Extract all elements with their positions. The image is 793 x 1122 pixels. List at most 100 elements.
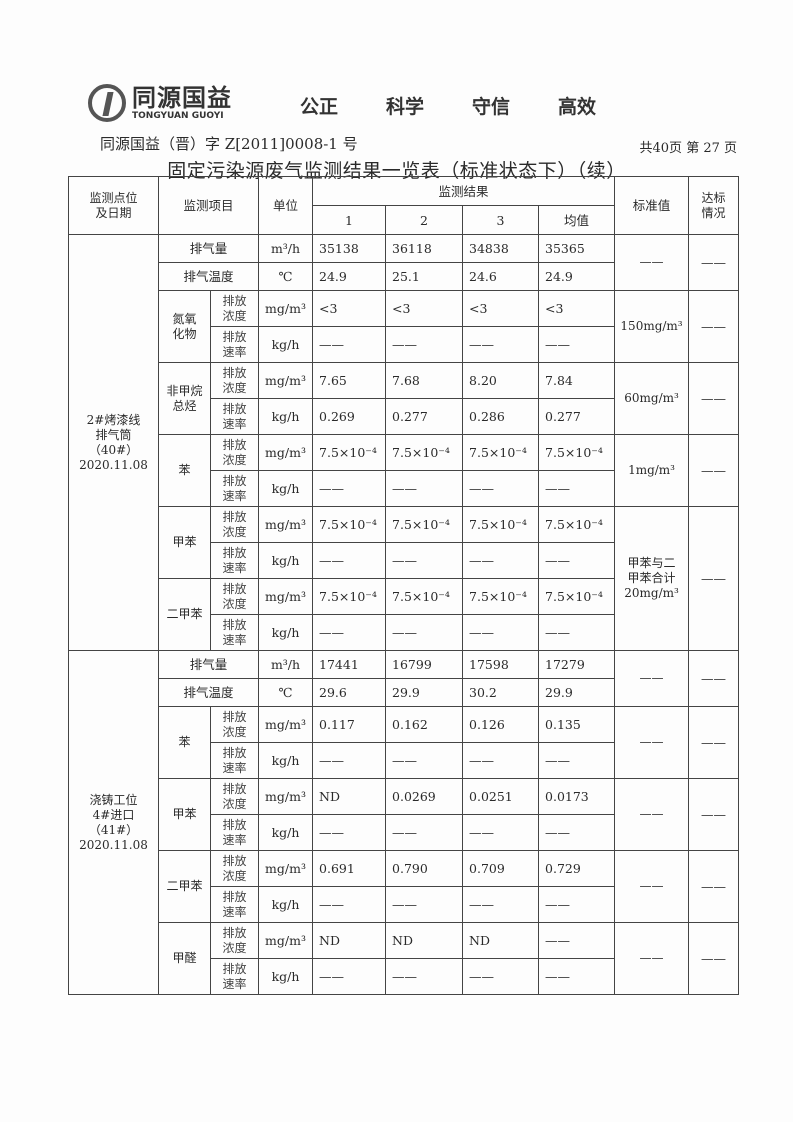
result-value: —— <box>538 814 616 851</box>
table-row: 排放 速率 kg/h —— —— —— —— <box>69 326 739 363</box>
result-value: 17598 <box>462 650 540 679</box>
result-value: —— <box>312 814 387 851</box>
table-row: 排放 速率 kg/h —— —— —— —— <box>69 470 739 507</box>
monitoring-item: 甲苯 <box>158 506 211 579</box>
result-value: —— <box>538 542 616 579</box>
unit-cell: kg/h <box>258 886 314 923</box>
header-standard: 标准值 <box>614 176 690 235</box>
header-run-2: 2 <box>385 205 464 235</box>
result-value: 16799 <box>385 650 464 679</box>
sub-item: 排放 速率 <box>209 742 260 779</box>
page-count: 共40页 第 27 页 <box>639 141 737 156</box>
table-row: 甲苯 排放 浓度 mg/m³ 7.5×10⁻⁴ 7.5×10⁻⁴ 7.5×10⁻⁴ 7.5×… <box>69 506 740 651</box>
table-row: 排放 速率 kg/h —— —— —— —— <box>69 958 739 995</box>
monitoring-item: 苯 <box>158 434 211 507</box>
standard-value: 60mg/m³ <box>614 362 690 435</box>
monitoring-item: 甲醛 <box>158 922 211 995</box>
table-row: 排放 速率 kg/h —— —— —— —— <box>69 542 739 579</box>
table-row: 氮氧 化物 排放 浓度 mg/m³ <3 <3 <3 <3 150mg/m³ —— <box>69 290 740 363</box>
result-value: <3 <box>385 290 464 327</box>
result-value: —— <box>462 542 540 579</box>
results-table: 监测点位 及日期 监测项目 单位 监测结果 标准值 达标 情况 1 2 3 均值… <box>68 176 740 995</box>
standard-value: 1mg/m³ <box>614 434 690 507</box>
unit-cell: mg/m³ <box>258 922 314 959</box>
unit-cell: kg/h <box>258 614 314 651</box>
unit-cell: mg/m³ <box>258 778 314 815</box>
result-value: —— <box>385 470 464 507</box>
result-value: 7.5×10⁻⁴ <box>385 578 464 615</box>
table-row: 排放 速率 kg/h 0.269 0.277 0.286 0.277 <box>69 398 739 435</box>
header-compliance: 达标 情况 <box>688 176 740 235</box>
standard-value: —— <box>614 706 690 779</box>
sub-item: 排放 速率 <box>209 814 260 851</box>
result-value: —— <box>462 326 540 363</box>
sub-item: 排放 浓度 <box>209 362 260 399</box>
sub-item: 排放 浓度 <box>209 506 260 543</box>
compliance-status: —— <box>688 434 740 507</box>
unit-cell: mg/m³ <box>258 434 314 471</box>
sub-item: 排放 速率 <box>209 958 260 995</box>
monitoring-item: 排气温度 <box>157 678 260 707</box>
unit-cell: kg/h <box>258 542 314 579</box>
header-results: 监测结果 <box>312 176 616 206</box>
unit-cell: mg/m³ <box>258 290 314 327</box>
result-value: —— <box>538 326 616 363</box>
result-value: 7.5×10⁻⁴ <box>462 578 540 615</box>
table-row: 非甲烷 总烃 排放 浓度 mg/m³ 7.65 7.68 8.20 7.84 60mg/m³ —… <box>69 362 740 435</box>
monitoring-item: 二甲苯 <box>158 850 211 923</box>
result-value: 7.5×10⁻⁴ <box>312 506 387 543</box>
header-location: 监测点位 及日期 <box>68 176 159 235</box>
sub-item: 排放 浓度 <box>209 922 260 959</box>
result-value: 0.277 <box>385 398 464 435</box>
result-value: —— <box>312 886 387 923</box>
logo-chinese-name: 同源国益 <box>132 84 232 112</box>
monitoring-item: 甲苯 <box>158 778 211 851</box>
result-value: —— <box>462 470 540 507</box>
compliance-status: —— <box>688 706 740 779</box>
result-value: 0.0251 <box>462 778 540 815</box>
result-value: —— <box>538 742 616 779</box>
sub-item: 排放 浓度 <box>209 578 260 615</box>
table-row: 苯排放 浓度 mg/m³ 7.5×10⁻⁴ 7.5×10⁻⁴ 7.5×10⁻⁴ 7.5×1… <box>69 434 740 507</box>
result-value: 25.1 <box>385 262 464 291</box>
result-value: <3 <box>538 290 616 327</box>
result-value: 29.9 <box>538 678 616 707</box>
result-value: —— <box>538 958 616 995</box>
header-unit: 单位 <box>258 176 314 235</box>
result-value: —— <box>312 614 387 651</box>
motto-word: 科学 <box>386 96 425 118</box>
result-value: 0.0173 <box>538 778 616 815</box>
compliance-status: —— <box>688 234 740 291</box>
logo-mark-icon <box>88 84 126 122</box>
unit-cell: mg/m³ <box>258 850 314 887</box>
monitoring-item: 排气量 <box>157 234 260 263</box>
result-value: —— <box>462 614 540 651</box>
motto-word: 公正 <box>300 96 339 118</box>
logo-english-name: TONGYUAN GUOYI <box>132 111 224 121</box>
result-value: 0.117 <box>312 706 387 743</box>
result-value: —— <box>385 742 464 779</box>
result-value: 7.84 <box>538 362 616 399</box>
table-row: 甲苯 排放 浓度 mg/m³ ND 0.0269 0.0251 0.0173 —— —— <box>69 778 740 851</box>
motto: 公正 科学 守信 高效 <box>300 92 596 119</box>
result-value: 30.2 <box>462 678 540 707</box>
result-value: 29.6 <box>312 678 387 707</box>
sub-item: 排放 浓度 <box>209 778 260 815</box>
monitoring-item: 排气温度 <box>157 262 260 291</box>
sub-item: 排放 速率 <box>209 614 260 651</box>
monitoring-location: 浇铸工位 4#进口 （41#） 2020.11.08 <box>68 650 159 995</box>
sub-item: 排放 浓度 <box>209 434 260 471</box>
unit-cell: kg/h <box>258 326 314 363</box>
result-value: 17279 <box>538 650 616 679</box>
result-value: 24.6 <box>462 262 540 291</box>
unit-cell: ℃ <box>258 262 314 291</box>
result-value: 0.135 <box>538 706 616 743</box>
result-value: <3 <box>462 290 540 327</box>
result-value: 29.9 <box>385 678 464 707</box>
sub-item: 排放 速率 <box>209 886 260 923</box>
unit-cell: ℃ <box>258 678 314 707</box>
header-run-3: 3 <box>462 205 540 235</box>
result-value: 17441 <box>312 650 387 679</box>
result-value: 7.5×10⁻⁴ <box>312 578 387 615</box>
table-row: 排气温度 ℃ 29.6 29.9 30.2 29.9 <box>69 678 739 707</box>
